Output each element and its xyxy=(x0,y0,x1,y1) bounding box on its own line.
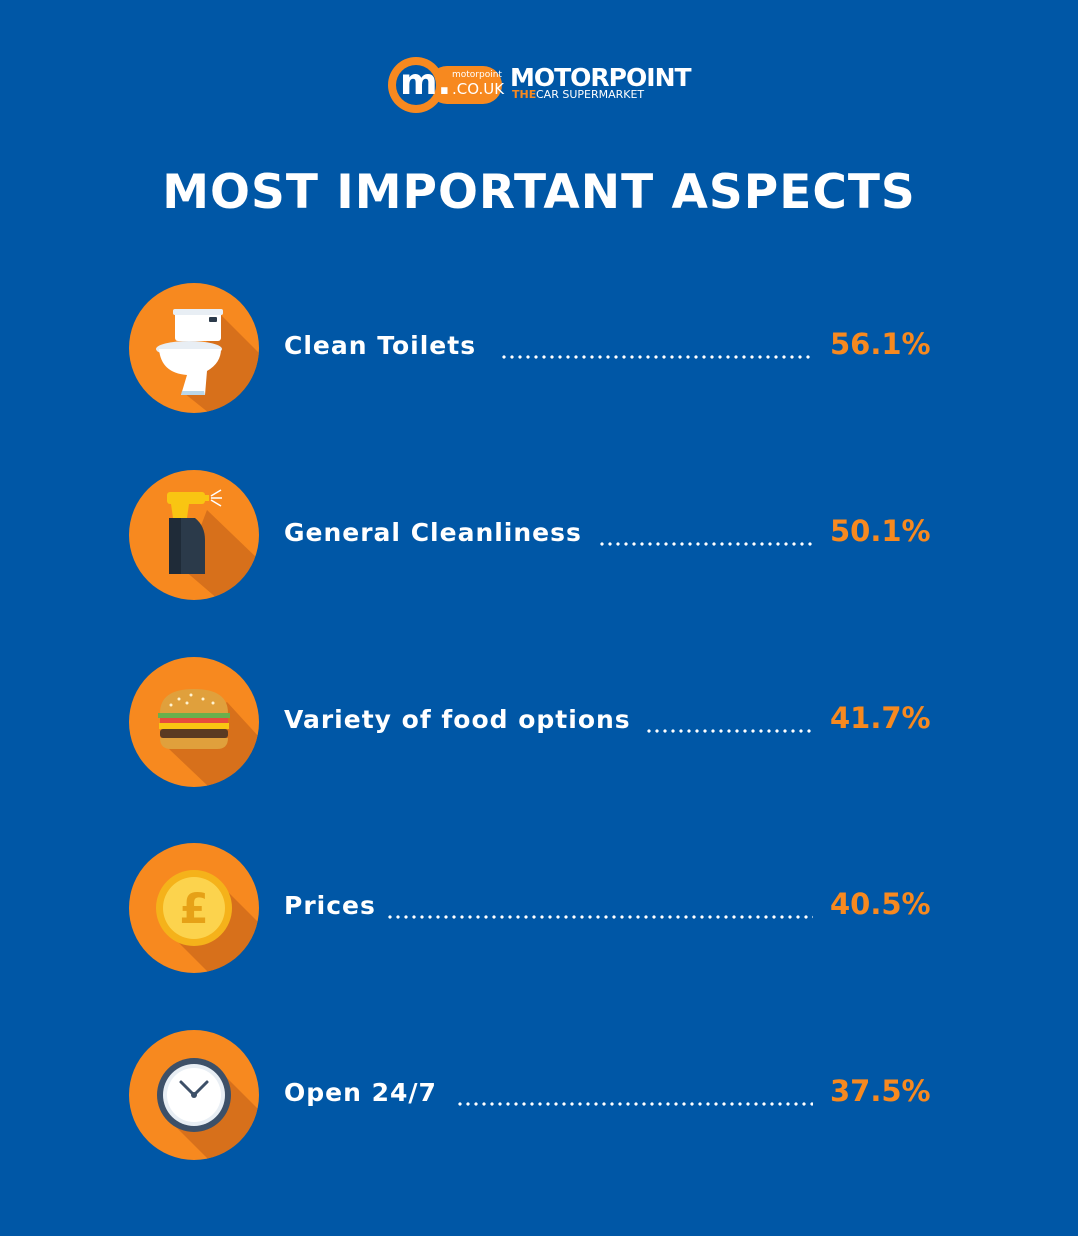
leader-dots xyxy=(500,355,813,359)
brand-tag-the: THE xyxy=(512,88,537,101)
leader-dots xyxy=(456,1102,813,1106)
burger-icon xyxy=(129,657,259,787)
motorpoint-logo: m. motorpoint .CO.UK MOTORPOINT THE CAR … xyxy=(388,54,698,116)
brand-tagline: CAR SUPERMARKET xyxy=(536,88,645,101)
aspect-label: Prices xyxy=(284,891,376,920)
leader-dots xyxy=(645,729,813,733)
logo-domain: .CO.UK xyxy=(452,80,505,98)
aspect-label: General Cleanliness xyxy=(284,518,582,547)
aspect-label: Clean Toilets xyxy=(284,331,477,360)
logo-small-text: motorpoint xyxy=(452,70,502,80)
logo-letter: m. xyxy=(400,62,452,103)
brand-name: MOTORPOINT xyxy=(510,63,692,92)
aspect-label: Open 24/7 xyxy=(284,1078,437,1107)
leader-dots xyxy=(386,915,813,919)
aspect-value: 41.7% xyxy=(830,701,931,735)
leader-dots xyxy=(598,542,813,546)
aspect-value: 40.5% xyxy=(830,887,931,921)
aspect-value: 50.1% xyxy=(830,514,931,548)
aspect-row-clean-toilets: Clean Toilets 56.1% xyxy=(0,283,1078,413)
aspect-row-general-cleanliness: General Cleanliness 50.1% xyxy=(0,470,1078,600)
aspect-label: Variety of food options xyxy=(284,705,631,734)
page-title: MOST IMPORTANT ASPECTS xyxy=(162,165,916,220)
aspect-value: 37.5% xyxy=(830,1074,931,1108)
toilet-icon xyxy=(129,283,259,413)
clock-icon xyxy=(129,1030,259,1160)
aspect-row-open-24-7: Open 24/7 37.5% xyxy=(0,1030,1078,1160)
svg-text:£: £ xyxy=(179,884,208,933)
aspect-row-prices: £ Prices 40.5% xyxy=(0,843,1078,973)
aspect-row-variety-of-food: Variety of food options 41.7% xyxy=(0,657,1078,787)
logo-badge-shape xyxy=(388,57,502,113)
aspect-value: 56.1% xyxy=(830,327,931,361)
pound-coin-icon: £ xyxy=(129,843,259,973)
spray-bottle-icon xyxy=(129,470,259,600)
